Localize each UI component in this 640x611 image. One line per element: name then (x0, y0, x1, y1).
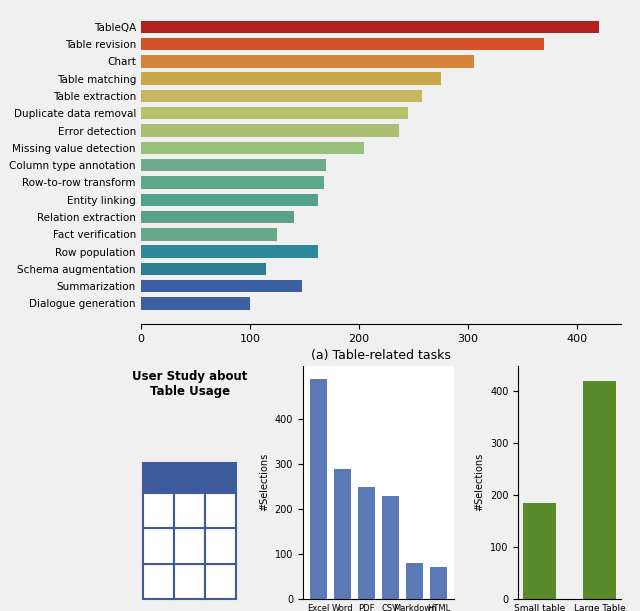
Y-axis label: #Selections: #Selections (259, 453, 269, 511)
Bar (143, 563, 174, 599)
Bar (143, 464, 236, 493)
Y-axis label: #Selections: #Selections (475, 453, 484, 511)
Bar (174, 529, 205, 563)
Bar (141, 263, 266, 275)
Bar (141, 124, 399, 137)
Bar (143, 493, 174, 529)
Bar (583, 381, 616, 599)
Bar (141, 228, 277, 241)
Bar (406, 563, 423, 599)
Bar (143, 529, 174, 563)
Bar (141, 90, 422, 102)
Bar (141, 298, 250, 310)
X-axis label: (a) Table-related tasks: (a) Table-related tasks (311, 349, 451, 362)
Bar (141, 246, 317, 258)
Bar (141, 194, 317, 206)
Bar (430, 568, 447, 599)
Bar (141, 107, 408, 120)
Text: User Study about
Table Usage: User Study about Table Usage (132, 370, 247, 398)
Bar (205, 529, 236, 563)
Bar (141, 159, 326, 171)
Bar (141, 211, 294, 223)
Bar (174, 493, 205, 529)
Bar (174, 563, 205, 599)
Bar (523, 503, 556, 599)
Bar (358, 486, 375, 599)
Bar (141, 280, 302, 293)
Bar (141, 21, 599, 33)
Bar (141, 38, 545, 50)
Bar (141, 176, 324, 189)
Bar (205, 563, 236, 599)
Bar (382, 496, 399, 599)
Bar (141, 142, 364, 154)
Bar (310, 379, 326, 599)
Bar (333, 469, 351, 599)
Bar (141, 73, 441, 85)
Bar (141, 55, 474, 68)
Bar (205, 493, 236, 529)
